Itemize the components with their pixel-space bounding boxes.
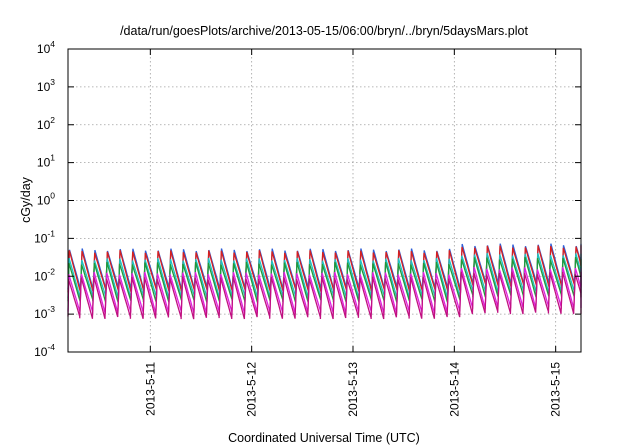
y-tick-exponent: 4 (50, 39, 55, 49)
y-tick-label: 101 (37, 153, 55, 170)
series-line (67, 271, 582, 320)
data-series (67, 243, 582, 320)
y-axis-label: cGy/day (19, 176, 33, 223)
y-tick-label: 10-2 (34, 266, 55, 283)
y-tick-exponent: -2 (47, 266, 55, 276)
series-line (67, 245, 582, 293)
y-tick-base: 10 (37, 118, 51, 132)
y-tick-exponent: 2 (50, 115, 55, 125)
x-tick-label: 2013-5-13 (346, 362, 360, 417)
x-tick-label: 2013-5-15 (549, 362, 563, 417)
x-tick-label: 2013-5-11 (143, 362, 157, 416)
x-tick-labels: 2013-5-11 2013-5-12 2013-5-13 2013-5-14 2013… (143, 362, 562, 417)
series-line (67, 256, 582, 303)
y-tick-exponent: -4 (47, 342, 55, 352)
x-tick-label: 2013-5-14 (447, 362, 461, 417)
y-tick-exponent: -1 (47, 228, 55, 238)
y-tick-label: 103 (37, 77, 55, 94)
y-tick-exponent: 1 (50, 153, 55, 163)
y-tick-label: 100 (37, 191, 55, 208)
series-line (67, 266, 582, 314)
y-tick-label: 104 (37, 39, 55, 56)
y-tick-base: 10 (37, 194, 51, 208)
y-tick-base: 10 (34, 345, 48, 359)
y-tick-exponent: -3 (47, 304, 55, 314)
y-tick-base: 10 (37, 80, 51, 94)
y-tick-label: 10-1 (34, 228, 55, 245)
y-tick-base: 10 (37, 42, 51, 56)
y-tick-base: 10 (34, 269, 48, 283)
grid (68, 49, 581, 352)
y-tick-base: 10 (34, 307, 48, 321)
x-tick-label: 2013-5-12 (245, 362, 259, 417)
y-tick-base: 10 (37, 156, 51, 170)
axis-ticks (68, 48, 581, 353)
x-axis-label: Coordinated Universal Time (UTC) (228, 431, 420, 445)
series-line (67, 252, 582, 299)
y-tick-label: 10-4 (34, 342, 55, 359)
y-tick-label: 102 (37, 115, 55, 132)
y-tick-label: 10-3 (34, 304, 55, 321)
y-tick-exponent: 0 (50, 191, 55, 201)
chart-title: /data/run/goesPlots/archive/2013-05-15/0… (120, 24, 528, 38)
y-tick-base: 10 (34, 231, 48, 245)
y-tick-exponent: 3 (50, 77, 55, 87)
